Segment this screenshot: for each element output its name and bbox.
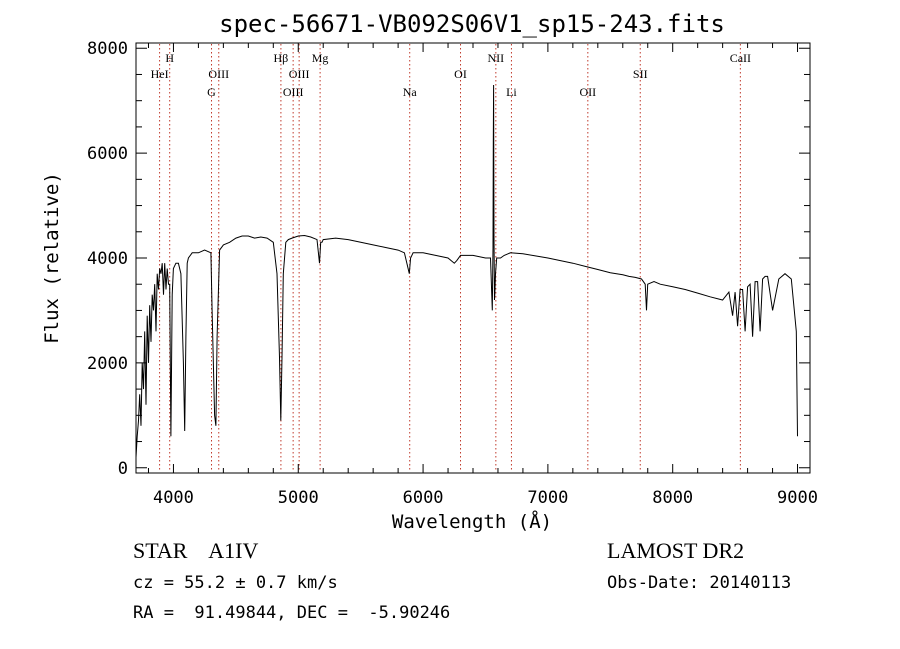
x-tick-label: 5000 bbox=[278, 488, 319, 508]
y-tick-label: 2000 bbox=[87, 354, 128, 374]
survey-name: LAMOST DR2 bbox=[607, 538, 745, 563]
y-axis-label: Flux (relative) bbox=[41, 172, 63, 344]
object-classification: STAR A1IV bbox=[133, 538, 258, 564]
x-axis-label: Wavelength (Å) bbox=[392, 510, 552, 533]
chart-title: spec-56671-VB092S06V1_sp15-243.fits bbox=[219, 10, 725, 38]
line-marker-label: Li bbox=[506, 85, 517, 99]
line-marker-label: Hβ bbox=[274, 51, 289, 65]
x-tick-label: 8000 bbox=[652, 488, 693, 508]
spectrum-line bbox=[135, 84, 798, 458]
line-marker-label: H bbox=[165, 51, 174, 65]
line-marker-label: Na bbox=[403, 85, 418, 99]
plot-frame bbox=[135, 42, 811, 474]
x-tick-label: 4000 bbox=[153, 488, 194, 508]
x-tick-label: 6000 bbox=[403, 488, 444, 508]
y-tick-label: 6000 bbox=[87, 144, 128, 164]
line-marker-label: OII bbox=[579, 85, 596, 99]
line-marker-label: CaII bbox=[730, 51, 751, 65]
line-marker-label: OI bbox=[454, 67, 467, 81]
line-marker-label: SII bbox=[633, 67, 648, 81]
y-tick-label: 8000 bbox=[87, 39, 128, 59]
object-subclass: A1IV bbox=[208, 538, 259, 563]
sky-coordinates: RA = 91.49844, DEC = -5.90246 bbox=[133, 603, 451, 623]
line-marker-label: OIII bbox=[208, 67, 229, 81]
x-tick-label: 9000 bbox=[777, 488, 818, 508]
observation-date: Obs-Date: 20140113 bbox=[607, 573, 792, 593]
y-tick-label: 0 bbox=[118, 459, 128, 479]
line-marker-label: Mg bbox=[312, 51, 329, 65]
line-marker-label: NII bbox=[488, 51, 505, 65]
x-tick-label: 7000 bbox=[527, 488, 568, 508]
axis-ticks: 4000 5000 6000 7000 8000 9000 0 2000 4000 6000 800… bbox=[87, 39, 818, 508]
y-tick-label: 4000 bbox=[87, 249, 128, 269]
object-class: STAR bbox=[133, 538, 188, 563]
line-marker-label: OIII bbox=[289, 67, 310, 81]
line-marker-label: G bbox=[207, 85, 216, 99]
line-marker-label: HeI bbox=[151, 67, 169, 81]
redshift-velocity: cz = 55.2 ± 0.7 km/s bbox=[133, 573, 338, 593]
line-marker-label: OIII bbox=[283, 85, 304, 99]
